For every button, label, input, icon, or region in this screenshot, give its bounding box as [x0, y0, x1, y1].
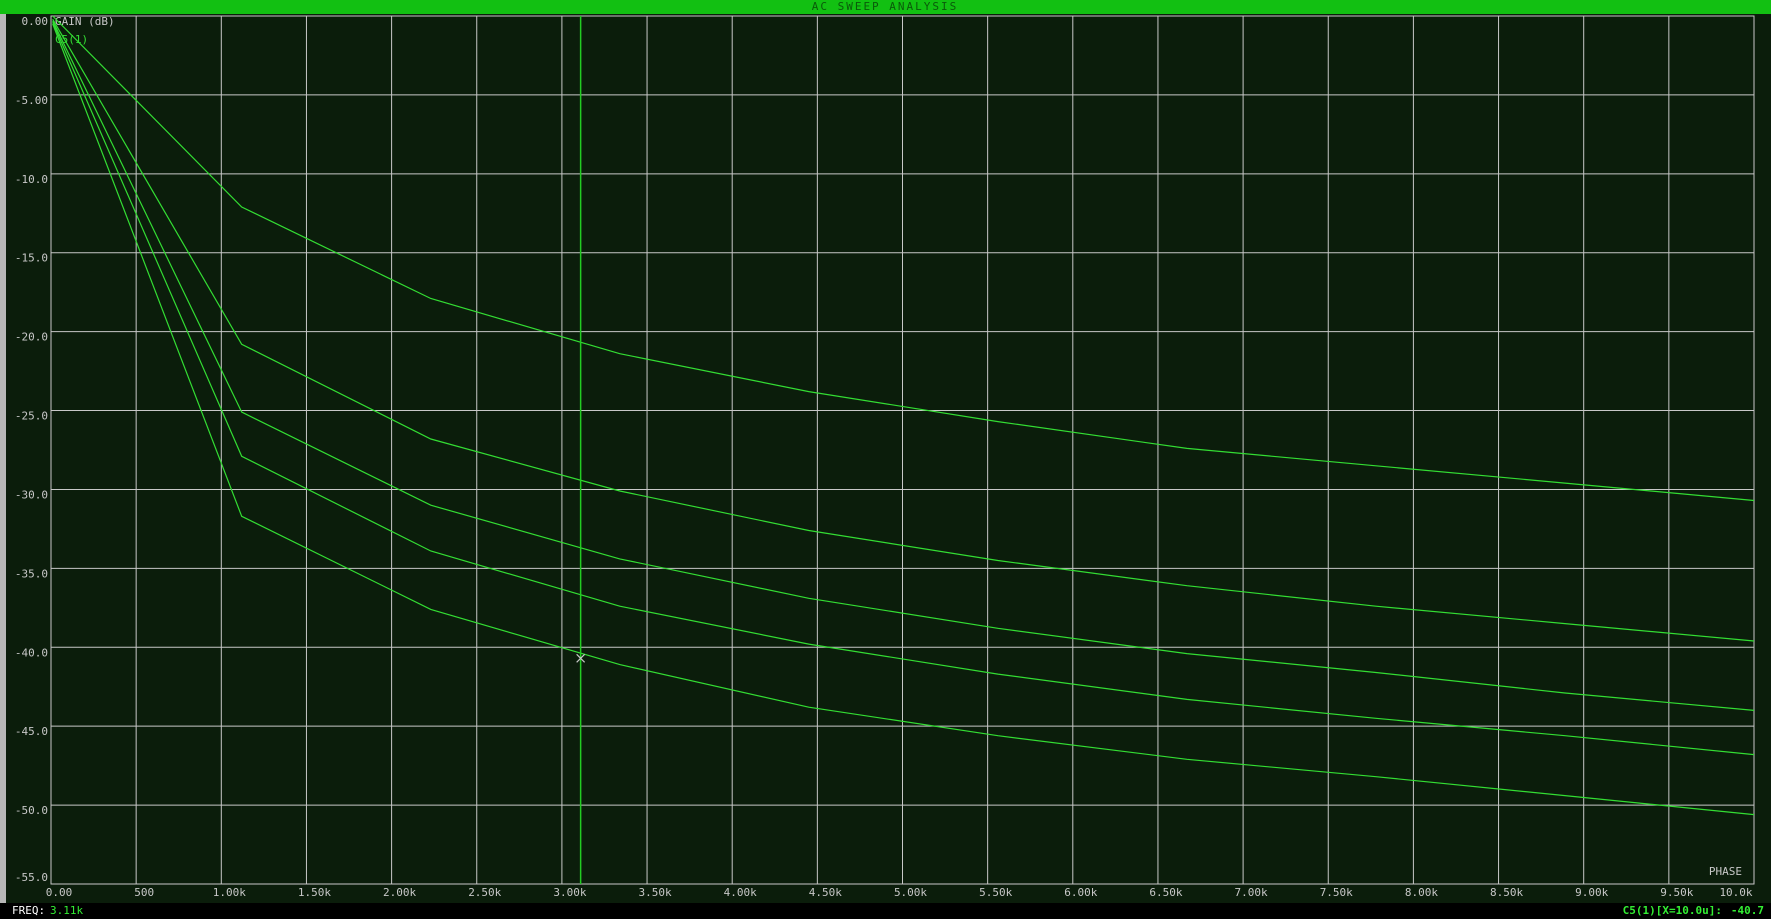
- x-tick-label: 3.00k: [553, 886, 586, 899]
- x-tick-label: 4.50k: [809, 886, 842, 899]
- trace-readout: C5(1)[X=10.0u]:: [1623, 904, 1722, 917]
- x-tick-label: 2.50k: [468, 886, 501, 899]
- x-tick-label: 4.00k: [724, 886, 757, 899]
- y-tick-label: 0.00: [22, 15, 49, 28]
- y-tick-label: -50.0: [15, 804, 48, 817]
- y-tick-label: -25.0: [15, 410, 48, 423]
- x-tick-label: 2.00k: [383, 886, 416, 899]
- window-title: AC SWEEP ANALYSIS: [812, 0, 959, 13]
- left-edge: [0, 0, 6, 903]
- x-tick-label: 500: [134, 886, 154, 899]
- y-axis-label: GAIN (dB): [55, 15, 115, 28]
- x-tick-label: 3.50k: [638, 886, 671, 899]
- cursor-value: -40.7: [1731, 904, 1764, 917]
- trace-line: [52, 18, 1755, 642]
- x-tick-label: 8.50k: [1490, 886, 1523, 899]
- y-tick-label: -35.0: [15, 567, 48, 580]
- freq-value: 3.11k: [50, 904, 83, 917]
- x-tick-label: 8.00k: [1405, 886, 1438, 899]
- x-tick-label: 10.0k: [1719, 886, 1752, 899]
- x-tick-label: 0.00: [46, 886, 73, 899]
- x-tick-label: 6.00k: [1064, 886, 1097, 899]
- y-tick-label: -5.00: [15, 94, 48, 107]
- x-tick-label: 5.50k: [979, 886, 1012, 899]
- y-tick-label: -10.0: [15, 173, 48, 186]
- y-tick-label: -30.0: [15, 488, 48, 501]
- x-tick-label: 7.00k: [1235, 886, 1268, 899]
- y-tick-label: -15.0: [15, 252, 48, 265]
- x-tick-label: 6.50k: [1149, 886, 1182, 899]
- x-tick-label: 7.50k: [1320, 886, 1353, 899]
- trace-line: [52, 23, 1755, 816]
- y-tick-label: -45.0: [15, 725, 48, 738]
- y-tick-label: -55.0: [15, 871, 48, 884]
- cursor-marker: [576, 653, 586, 663]
- y-tick-label: -40.0: [15, 646, 48, 659]
- x-tick-label: 9.00k: [1575, 886, 1608, 899]
- title-bar[interactable]: [0, 0, 1771, 14]
- x-tick-label: 1.00k: [213, 886, 246, 899]
- status-bar: [0, 903, 1771, 919]
- x-axis-label: PHASE: [1709, 865, 1742, 878]
- freq-label: FREQ:: [12, 904, 45, 917]
- trace-line: [52, 15, 1755, 502]
- x-tick-label: 9.50k: [1660, 886, 1693, 899]
- x-tick-label: 1.50k: [298, 886, 331, 899]
- y-tick-label: -20.0: [15, 331, 48, 344]
- trace-line: [52, 22, 1755, 756]
- trace-line: [52, 20, 1755, 711]
- x-tick-label: 5.00k: [894, 886, 927, 899]
